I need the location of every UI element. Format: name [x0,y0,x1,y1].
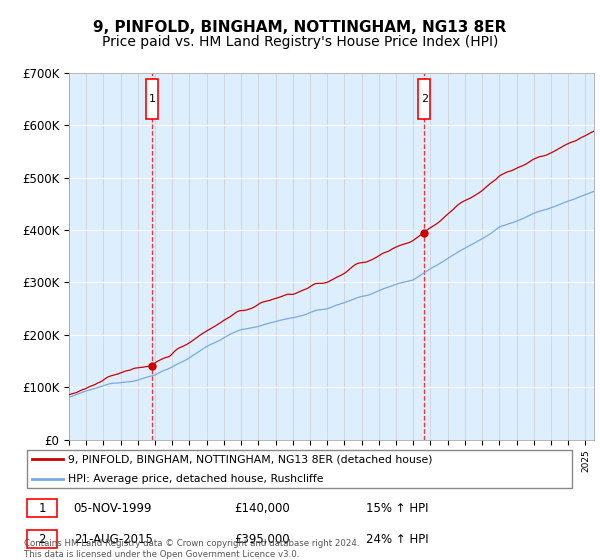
Text: 9, PINFOLD, BINGHAM, NOTTINGHAM, NG13 8ER: 9, PINFOLD, BINGHAM, NOTTINGHAM, NG13 8E… [94,20,506,35]
FancyBboxPatch shape [27,450,572,488]
Text: £395,000: £395,000 [234,533,289,545]
Text: Price paid vs. HM Land Registry's House Price Index (HPI): Price paid vs. HM Land Registry's House … [102,35,498,49]
Text: 1: 1 [149,94,156,104]
Text: HPI: Average price, detached house, Rushcliffe: HPI: Average price, detached house, Rush… [68,474,323,484]
Text: 2: 2 [38,533,46,545]
Text: 05-NOV-1999: 05-NOV-1999 [74,502,152,515]
Text: 24% ↑ HPI: 24% ↑ HPI [366,533,429,545]
Text: 15% ↑ HPI: 15% ↑ HPI [366,502,429,515]
FancyBboxPatch shape [146,79,158,119]
Text: 2: 2 [421,94,428,104]
Text: 21-AUG-2015: 21-AUG-2015 [74,533,152,545]
Text: Contains HM Land Registry data © Crown copyright and database right 2024.
This d: Contains HM Land Registry data © Crown c… [24,539,359,559]
FancyBboxPatch shape [27,530,57,548]
Text: 1: 1 [38,502,46,515]
FancyBboxPatch shape [27,500,57,517]
Text: £140,000: £140,000 [234,502,290,515]
FancyBboxPatch shape [418,79,430,119]
Text: 9, PINFOLD, BINGHAM, NOTTINGHAM, NG13 8ER (detached house): 9, PINFOLD, BINGHAM, NOTTINGHAM, NG13 8E… [68,454,433,464]
